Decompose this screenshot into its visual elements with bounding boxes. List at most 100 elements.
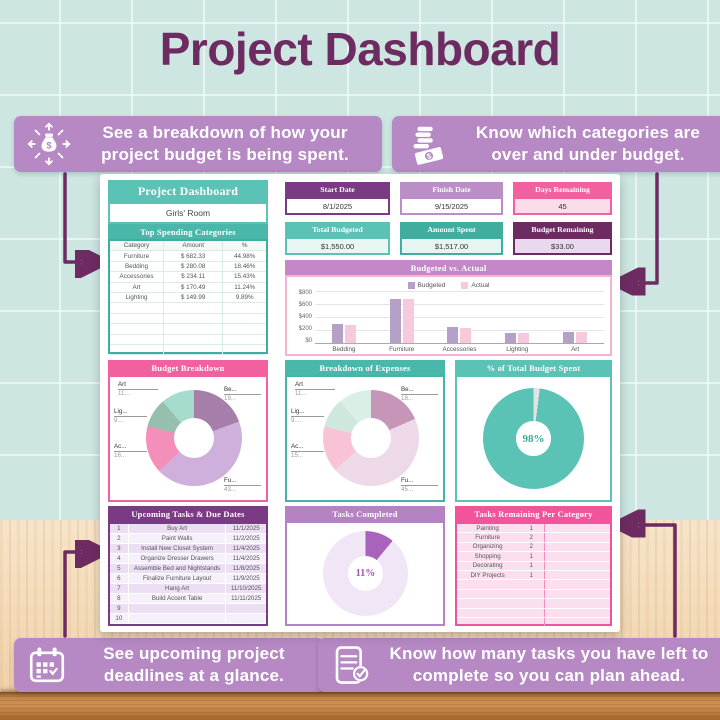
table-row-empty	[110, 324, 266, 335]
svg-text:$: $	[426, 151, 433, 161]
donut-label-bedding: Be... 19...	[224, 386, 261, 402]
bar-actual	[576, 331, 588, 343]
budget-breakdown-title: Budget Breakdown	[108, 360, 268, 375]
card-total-budgeted-value: $1,550.00	[285, 237, 390, 255]
card-days-remaining-value: 45	[513, 197, 612, 215]
table-row: Lighting $ 149.99 9.89%	[110, 292, 266, 304]
remaining-row-empty	[457, 599, 610, 609]
expense-breakdown-donut	[323, 390, 419, 486]
callout-over-under-budget-text: Know which categories are over and under…	[475, 123, 701, 164]
bar-budgeted	[389, 299, 401, 343]
percent-spent-panel: % of Total Budget Spent 98%	[455, 360, 612, 502]
card-budget-remaining-value: $33.00	[513, 237, 612, 255]
remaining-row-empty	[457, 589, 610, 600]
card-amount-spent-value: $1,517.00	[400, 237, 503, 255]
task-row: 1 Buy Art 11/1/2025	[110, 524, 266, 534]
legend-item: Actual	[461, 281, 489, 289]
table-row: Bedding $ 280.08 18.46%	[110, 261, 266, 273]
table-row-empty	[110, 313, 266, 325]
bar-group	[373, 298, 431, 343]
donut-label-art: Art 11...	[295, 381, 335, 397]
money-bag-arrows-icon: $	[27, 122, 71, 166]
card-finish-date-value: 9/15/2025	[400, 197, 503, 215]
callout-budget-breakdown: $ See a breakdown of how your project bu…	[14, 116, 382, 172]
callout-deadlines-text: See upcoming project deadlines at a glan…	[103, 644, 285, 685]
card-start-date: Start Date 8/1/2025	[285, 182, 390, 215]
chart-plot-area	[315, 291, 604, 344]
budget-vs-actual-chart: Budgeted Actual $800 $600 $400 $200 $0 Beddin…	[285, 275, 612, 356]
remaining-row: Organizing 2	[457, 542, 610, 553]
task-row: 8 Build Accent Table 11/11/2025	[110, 594, 266, 604]
card-budget-remaining-label: Budget Remaining	[513, 222, 612, 237]
coins-cash-icon: $	[413, 126, 444, 165]
remaining-row: Painting 1	[457, 524, 610, 534]
donut-label-art: Art 11...	[118, 381, 158, 397]
bar-group	[488, 333, 546, 343]
bar-group	[315, 323, 373, 343]
table-row-empty	[110, 303, 266, 314]
legend-item: Budgeted	[407, 281, 445, 289]
card-amount-spent-label: Amount Spent	[400, 222, 503, 237]
callout-tasks-left: Know how many tasks you have left to com…	[318, 638, 720, 692]
card-days-remaining-label: Days Remaining	[513, 182, 612, 197]
bar-group	[431, 326, 489, 343]
tasks-remaining-panel: Tasks Remaining Per Category Painting 1 Fu…	[455, 506, 612, 628]
tasks-completed-donut: 11%	[323, 531, 408, 616]
upcoming-tasks-panel: Upcoming Tasks & Due Dates 1 Buy Art 11/1/…	[108, 506, 268, 626]
task-row: 2 Paint Walls 11/2/2025	[110, 534, 266, 544]
sheet-title: Project Dashboard	[108, 180, 268, 202]
callout-tasks-left-text: Know how many tasks you have left to com…	[389, 644, 709, 685]
remaining-row-empty	[457, 608, 610, 618]
chart-x-axis: Bedding Furniture Accessories Lighting Art	[332, 345, 580, 353]
task-row: 3 Install New Closet System 11/4/2025	[110, 544, 266, 554]
chart-legend: Budgeted Actual	[293, 280, 604, 290]
remaining-row: Decorating 1	[457, 561, 610, 571]
top-spending-panel: Top Spending Categories Category Amount% F…	[108, 224, 268, 356]
percent-spent-title: % of Total Budget Spent	[455, 360, 612, 375]
table-row-empty	[110, 334, 266, 345]
bar-budgeted	[563, 331, 575, 343]
card-budget-remaining: Budget Remaining $33.00	[513, 222, 612, 255]
dashboard-sheet: Project Dashboard Girls' Room Start Date…	[100, 174, 620, 632]
table-header-row: Category Amount%	[110, 241, 266, 252]
budget-breakdown-donut	[146, 390, 242, 486]
bar-actual	[402, 298, 414, 343]
remaining-row-empty	[457, 580, 610, 590]
task-row: 10	[110, 614, 266, 624]
task-row: 5 Assemble Bed and Nightstands 11/8/2025	[110, 564, 266, 574]
sheet-title-card: Project Dashboard Girls' Room	[108, 180, 268, 224]
callout-deadlines: See upcoming project deadlines at a glan…	[14, 638, 324, 692]
bar-actual	[518, 333, 530, 343]
calendar-icon	[29, 647, 65, 683]
budget-vs-actual-panel: Budgeted vs. Actual Budgeted Actual $800 $…	[285, 260, 612, 356]
expense-breakdown-title: Breakdown of Expenses	[285, 360, 445, 375]
donut-label-bedding: Be... 18...	[401, 386, 438, 402]
chart-y-axis: $800 $600 $400 $200 $0	[298, 290, 312, 344]
task-row: 6 Finalize Furniture Layout 11/9/2025	[110, 574, 266, 584]
card-total-budgeted: Total Budgeted $1,550.00	[285, 222, 390, 255]
card-amount-spent: Amount Spent $1,517.00	[400, 222, 503, 255]
checklist-check-icon	[335, 646, 369, 684]
task-row: 9	[110, 604, 266, 614]
tasks-remaining-table: Painting 1 Furniture 2 Organizing 2 Shopping 1 D…	[455, 522, 612, 628]
donut-label-lighting: Lig... 9....	[291, 408, 324, 424]
bar-group	[546, 331, 604, 343]
budget-vs-actual-title: Budgeted vs. Actual	[285, 260, 612, 275]
bar-budgeted	[447, 326, 459, 343]
expense-breakdown-panel: Breakdown of Expenses Art 11... Lig... 9..…	[285, 360, 445, 502]
tasks-remaining-title: Tasks Remaining Per Category	[455, 506, 612, 522]
upcoming-tasks-title: Upcoming Tasks & Due Dates	[108, 506, 268, 522]
card-days-remaining: Days Remaining 45	[513, 182, 612, 215]
donut-label-furniture: Fu... 43...	[224, 477, 261, 493]
donut-label-accessories: Ac... 15...	[291, 443, 324, 459]
table-row-empty	[110, 344, 266, 356]
tasks-completed-value: 11%	[355, 568, 376, 579]
callout-budget-breakdown-text: See a breakdown of how your project budg…	[101, 123, 349, 164]
task-row: 4 Organize Dresser Drawers 11/4/2025	[110, 554, 266, 564]
tasks-completed-panel: Tasks Completed 11%	[285, 506, 445, 626]
table-row: Furniture $ 682.33 44.98%	[110, 251, 266, 262]
card-start-date-value: 8/1/2025	[285, 197, 390, 215]
table-row: Accessories $ 234.11 15.43%	[110, 272, 266, 283]
percent-spent-donut: 98%	[483, 388, 584, 489]
